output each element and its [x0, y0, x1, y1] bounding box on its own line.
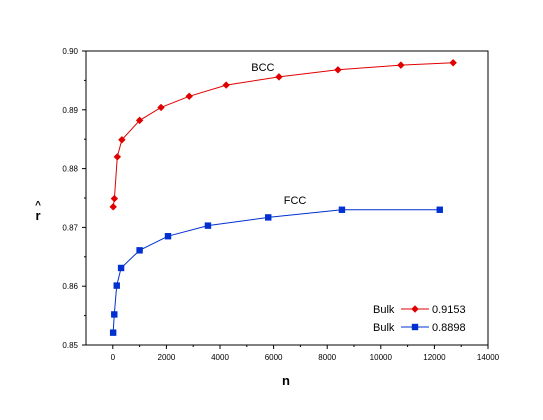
data-point	[436, 206, 443, 213]
y-axis-title: r	[35, 208, 40, 223]
y-axis-accent: ^	[35, 200, 41, 211]
data-point	[110, 194, 119, 203]
series-bcc	[109, 59, 457, 211]
x-tick-label: 8000	[318, 353, 336, 362]
annotation-fcc: FCC	[284, 195, 307, 207]
legend-marker	[411, 323, 419, 331]
annotations: BCC FCC	[251, 62, 306, 207]
data-point	[334, 66, 342, 74]
data-point	[109, 329, 117, 336]
data-point	[185, 92, 193, 100]
data-point	[111, 311, 118, 318]
legend-prefix: Bulk	[373, 304, 395, 316]
series-layer	[109, 59, 457, 336]
data-point	[265, 214, 272, 221]
data-point	[135, 116, 144, 125]
data-point	[449, 59, 457, 67]
legend-marker	[411, 305, 419, 313]
y-tick-label: 0.85	[62, 341, 78, 350]
data-point	[117, 264, 125, 272]
data-point	[222, 81, 230, 89]
data-point	[397, 61, 405, 69]
x-tick-label: 6000	[265, 353, 283, 362]
data-point	[109, 203, 117, 211]
y-tick-label: 0.87	[62, 223, 78, 232]
x-axis-title: n	[282, 373, 290, 388]
y-axis-ticks: 0.85 0.86 0.87 0.88 0.89 0.90	[62, 47, 86, 350]
legend: Bulk 0.9153 Bulk 0.8898	[373, 304, 466, 334]
data-point	[118, 136, 126, 144]
series-line-bcc	[112, 62, 454, 207]
x-axis-ticks: 0 2000 4000 6000 8000 10000 12000 14000	[111, 345, 500, 362]
data-point	[338, 206, 346, 213]
data-point	[275, 73, 283, 81]
x-tick-label: 4000	[211, 353, 229, 362]
y-tick-label: 0.90	[62, 47, 78, 56]
data-point	[113, 153, 122, 161]
x-tick-label: 14000	[477, 353, 500, 362]
data-point	[113, 282, 120, 289]
x-tick-label: 2000	[158, 353, 176, 362]
data-point	[164, 233, 172, 240]
y-tick-label: 0.86	[62, 282, 78, 291]
series-fcc	[109, 206, 443, 336]
legend-prefix: Bulk	[373, 322, 395, 334]
x-tick-label: 10000	[370, 353, 393, 362]
y-tick-label: 0.88	[62, 165, 78, 174]
data-point	[136, 247, 143, 254]
annotation-bcc: BCC	[251, 62, 274, 74]
data-point	[157, 103, 165, 112]
data-point	[204, 222, 212, 229]
y-tick-label: 0.89	[62, 106, 78, 115]
legend-label: 0.8898	[432, 322, 466, 334]
series-line-fcc	[112, 209, 440, 333]
legend-label: 0.9153	[432, 304, 466, 316]
x-tick-label: 12000	[423, 353, 446, 362]
x-tick-label: 0	[111, 353, 116, 362]
